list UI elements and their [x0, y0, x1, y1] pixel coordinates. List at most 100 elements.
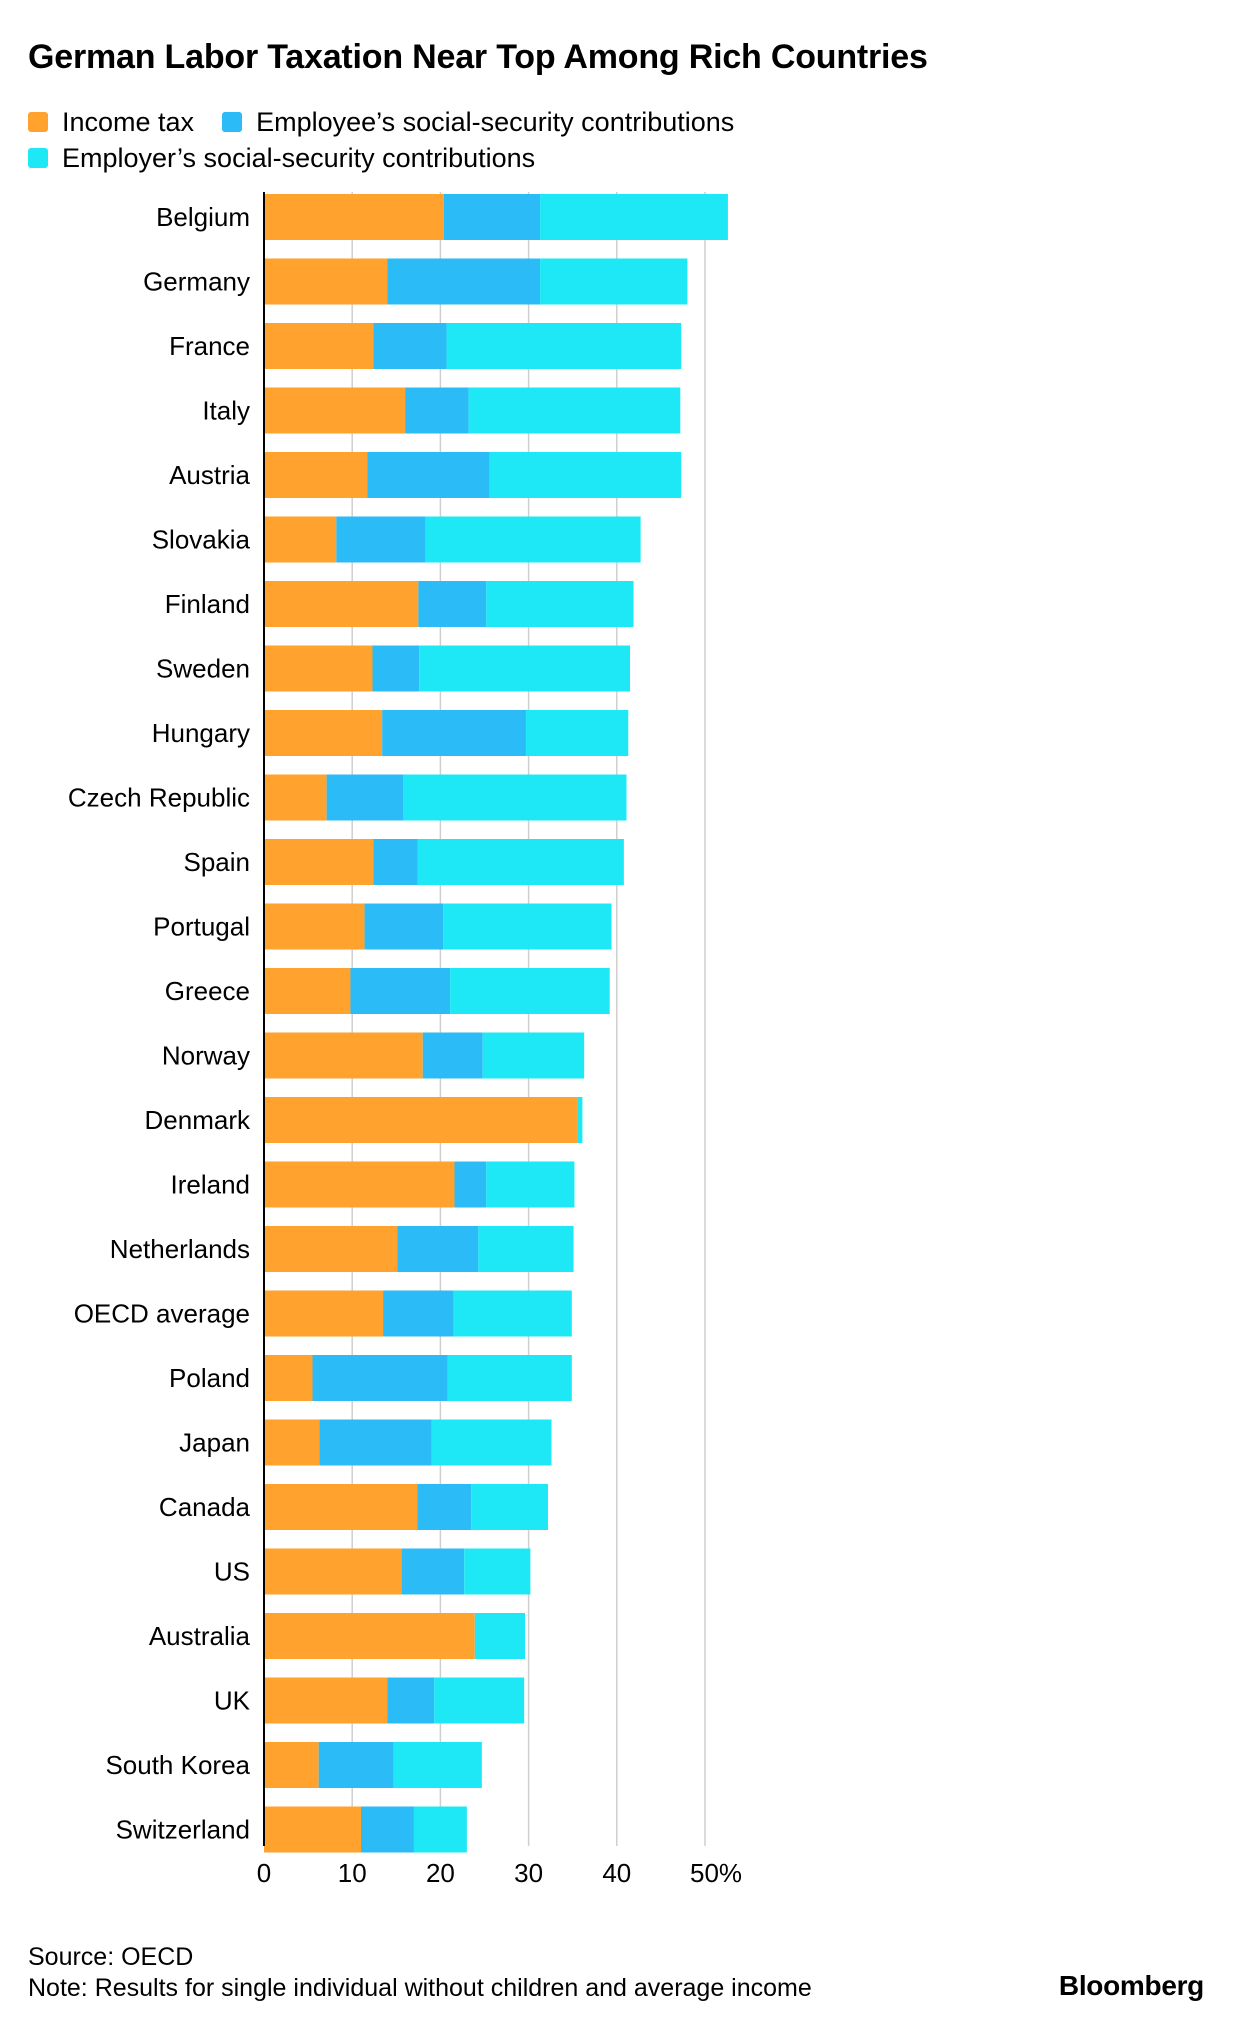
bar-netherlands-employee-s-social-security-contributions	[397, 1226, 479, 1272]
category-label-italy: Italy	[202, 396, 250, 426]
category-label-ireland: Ireland	[171, 1170, 251, 1200]
bar-italy-income-tax	[264, 387, 406, 434]
bar-austria-employee-s-social-security-contributions	[367, 452, 490, 498]
bar-slovakia-employee-s-social-security-contributions	[336, 516, 426, 563]
bar-norway-employee-s-social-security-contributions	[422, 1032, 483, 1079]
legend-label-income-tax: Income tax	[62, 107, 195, 137]
bar-switzerland-employee-s-social-security-contributions	[361, 1806, 414, 1853]
category-label-oecd-average: OECD average	[74, 1299, 250, 1329]
bar-poland-employer-s-social-security-contributions	[447, 1355, 572, 1401]
bar-spain-employee-s-social-security-contributions	[373, 839, 418, 885]
bar-france-income-tax	[264, 323, 374, 369]
bar-japan-employer-s-social-security-contributions	[431, 1419, 552, 1466]
category-label-poland: Poland	[169, 1363, 250, 1393]
bar-oecd-average-employer-s-social-security-contributions	[453, 1290, 572, 1337]
bar-greece-income-tax	[264, 968, 351, 1014]
bar-hungary-income-tax	[264, 710, 383, 756]
category-label-czech-republic: Czech Republic	[68, 783, 250, 813]
bar-oecd-average-employee-s-social-security-contributions	[383, 1290, 454, 1337]
bars	[264, 194, 728, 1853]
x-tick-label-0: 0	[257, 1858, 271, 1888]
legend-label-employee-contributions: Employee’s social-security contributions	[256, 107, 735, 137]
bar-netherlands-employer-s-social-security-contributions	[478, 1226, 574, 1272]
bar-norway-employer-s-social-security-contributions	[482, 1032, 585, 1079]
bar-us-income-tax	[264, 1548, 402, 1595]
bar-ireland-employer-s-social-security-contributions	[486, 1161, 575, 1208]
x-tick-label-20: 20	[426, 1858, 455, 1888]
x-tick-label-10: 10	[338, 1858, 367, 1888]
bar-us-employee-s-social-security-contributions	[401, 1548, 465, 1595]
legend-item-employee-contributions: Employee’s social-security contributions	[222, 104, 734, 140]
bar-czech-republic-employee-s-social-security-contributions	[326, 774, 404, 821]
bar-greece-employer-s-social-security-contributions	[450, 968, 610, 1014]
bar-sweden-income-tax	[264, 645, 373, 692]
legend-label-employer-contributions: Employer’s social-security contributions	[62, 143, 536, 173]
bar-japan-employee-s-social-security-contributions	[319, 1419, 432, 1466]
legend: Income tax Employee’s social-security co…	[28, 104, 762, 176]
bar-greece-employee-s-social-security-contributions	[350, 968, 451, 1014]
note-text: Note: Results for single individual with…	[28, 1974, 812, 2002]
bar-hungary-employee-s-social-security-contributions	[382, 710, 526, 756]
category-label-germany: Germany	[143, 267, 250, 297]
category-label-portugal: Portugal	[153, 912, 250, 942]
bar-switzerland-employer-s-social-security-contributions	[413, 1806, 467, 1853]
category-label-france: France	[169, 331, 250, 361]
bar-italy-employer-s-social-security-contributions	[468, 387, 681, 434]
bar-finland-employee-s-social-security-contributions	[418, 581, 487, 627]
legend-swatch-employee-contributions	[222, 112, 243, 132]
category-label-japan: Japan	[179, 1428, 250, 1458]
bar-south-korea-employee-s-social-security-contributions	[318, 1742, 394, 1788]
bar-slovakia-employer-s-social-security-contributions	[425, 516, 641, 563]
bar-italy-employee-s-social-security-contributions	[405, 387, 469, 434]
bar-finland-income-tax	[264, 581, 419, 627]
bloomberg-logo: Bloomberg	[1058, 1970, 1204, 2001]
bar-canada-income-tax	[264, 1484, 418, 1530]
bar-australia-employer-s-social-security-contributions	[474, 1613, 526, 1659]
bar-austria-employer-s-social-security-contributions	[489, 452, 682, 498]
category-label-us: US	[214, 1557, 250, 1587]
category-label-netherlands: Netherlands	[110, 1234, 250, 1264]
legend-row-1: Income tax Employee’s social-security co…	[28, 104, 762, 140]
bar-belgium-employee-s-social-security-contributions	[443, 194, 541, 240]
bar-denmark-employer-s-social-security-contributions	[577, 1097, 583, 1143]
bar-poland-income-tax	[264, 1355, 313, 1401]
category-label-canada: Canada	[159, 1492, 251, 1522]
bar-belgium-employer-s-social-security-contributions	[540, 194, 728, 240]
bar-hungary-employer-s-social-security-contributions	[525, 710, 629, 756]
bar-netherlands-income-tax	[264, 1226, 398, 1272]
category-label-hungary: Hungary	[152, 718, 250, 748]
bar-spain-employer-s-social-security-contributions	[417, 839, 624, 885]
bar-portugal-employer-s-social-security-contributions	[443, 903, 612, 950]
bar-ireland-employee-s-social-security-contributions	[454, 1161, 487, 1208]
bar-belgium-income-tax	[264, 194, 444, 240]
bar-uk-employee-s-social-security-contributions	[387, 1677, 435, 1724]
bar-germany-employee-s-social-security-contributions	[387, 258, 541, 305]
bar-sweden-employee-s-social-security-contributions	[372, 645, 420, 692]
bar-sweden-employer-s-social-security-contributions	[419, 645, 631, 692]
legend-item-employer-contributions: Employer’s social-security contributions	[28, 140, 535, 176]
tick-labels: 0 10 20 30 40 50%	[257, 1858, 742, 1888]
bar-finland-employer-s-social-security-contributions	[486, 581, 634, 627]
bar-germany-employer-s-social-security-contributions	[540, 258, 688, 305]
bar-austria-income-tax	[264, 452, 368, 498]
category-label-slovakia: Slovakia	[152, 525, 251, 555]
bar-germany-income-tax	[264, 258, 388, 305]
bar-france-employee-s-social-security-contributions	[373, 323, 447, 369]
category-label-belgium: Belgium	[156, 202, 250, 232]
category-label-switzerland: Switzerland	[116, 1815, 250, 1845]
bar-switzerland-income-tax	[264, 1806, 362, 1853]
category-label-finland: Finland	[165, 589, 250, 619]
bar-portugal-employee-s-social-security-contributions	[364, 903, 444, 950]
bar-uk-employer-s-social-security-contributions	[434, 1677, 525, 1724]
legend-row-2: Employer’s social-security contributions	[28, 140, 762, 176]
category-label-norway: Norway	[162, 1041, 250, 1071]
legend-swatch-employer-contributions	[28, 148, 48, 168]
legend-item-income-tax: Income tax	[28, 104, 194, 140]
bar-denmark-income-tax	[264, 1097, 578, 1143]
footer: Source: OECD Note: Results for single in…	[28, 1942, 812, 2004]
bar-canada-employee-s-social-security-contributions	[417, 1484, 472, 1530]
bar-spain-income-tax	[264, 839, 374, 885]
bar-us-employer-s-social-security-contributions	[464, 1548, 531, 1595]
category-label-austria: Austria	[169, 460, 250, 490]
bar-czech-republic-income-tax	[264, 774, 327, 821]
